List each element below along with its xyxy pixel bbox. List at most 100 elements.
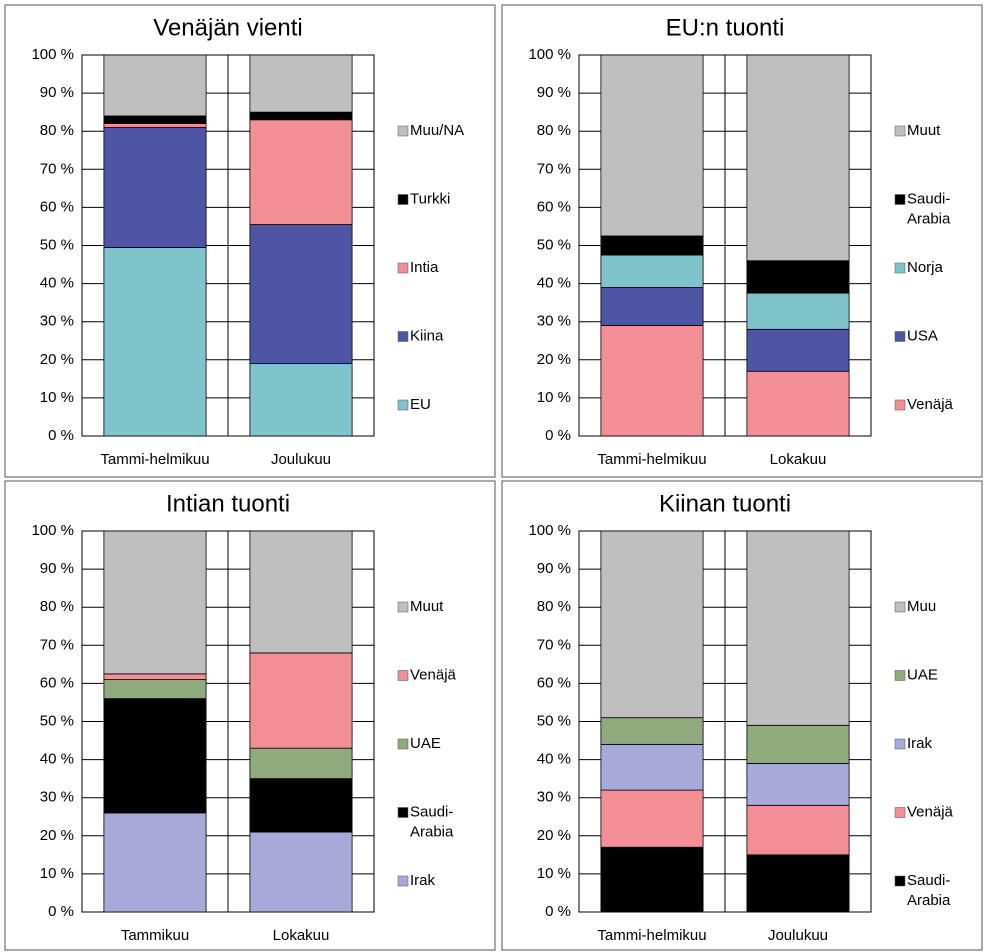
y-tick-label: 70 % (40, 160, 74, 177)
legend-swatch (894, 738, 906, 750)
y-tick-label: 50 % (537, 712, 571, 729)
y-tick-label: 70 % (537, 160, 571, 177)
bar-segment (249, 54, 353, 113)
bar-segment (600, 789, 704, 848)
legend-swatch (397, 807, 409, 818)
x-tick-label: Lokakuu (770, 451, 827, 468)
y-tick-label: 80 % (40, 122, 74, 139)
y-tick-label: 50 % (537, 236, 571, 253)
bar-segment (600, 254, 704, 288)
y-tick-label: 20 % (537, 351, 571, 368)
legend-label: Muut (907, 122, 941, 139)
x-tick-label: Lokakuu (273, 927, 330, 944)
bar-segment (600, 325, 704, 437)
bar-segment (746, 328, 850, 372)
bar-segment (249, 119, 353, 225)
legend-swatch (397, 399, 409, 411)
legend-label: UAE (907, 666, 938, 683)
y-tick-label: 60 % (40, 198, 74, 215)
bar-segment (103, 679, 207, 700)
y-tick-label: 40 % (40, 275, 74, 292)
bar-segment (746, 292, 850, 330)
bar-segment (746, 854, 850, 913)
y-tick-label: 30 % (537, 313, 571, 330)
y-tick-label: 100 % (528, 522, 571, 539)
y-tick-label: 30 % (537, 789, 571, 806)
legend-swatch (397, 670, 409, 681)
legend-swatch (397, 875, 409, 887)
y-tick-label: 30 % (40, 789, 74, 806)
y-tick-label: 40 % (40, 751, 74, 768)
legend-label: USA (907, 327, 938, 344)
x-tick-label: Tammi-helmikuu (100, 451, 209, 468)
legend-label: Saudi-Arabia (907, 190, 951, 227)
y-tick-label: 90 % (40, 560, 74, 577)
legend-label: Turkki (410, 190, 450, 207)
y-tick-label: 50 % (40, 712, 74, 729)
bar-segment (103, 812, 207, 913)
legend-swatch (894, 331, 906, 342)
x-tick-label: Joulukuu (271, 451, 331, 468)
bar-segment (746, 54, 850, 262)
legend-swatch (894, 670, 906, 681)
legend-swatch (894, 399, 906, 411)
legend-label: Venäjä (907, 396, 954, 413)
x-tick-label: Tammi-helmikuu (597, 927, 706, 944)
legend-swatch (894, 875, 906, 887)
plot-border (578, 530, 872, 913)
bar-segment (746, 763, 850, 806)
legend-swatch (894, 601, 906, 613)
panel-border (501, 480, 983, 951)
legend-swatch (894, 125, 906, 137)
legend-label: Irak (410, 872, 436, 889)
legend-swatch (894, 262, 906, 274)
bar-segment (249, 363, 353, 437)
y-tick-label: 30 % (40, 313, 74, 330)
plot-border (578, 54, 872, 437)
legend-swatch (397, 331, 409, 342)
chart-title: Intian tuonti (166, 490, 290, 517)
y-tick-label: 80 % (537, 122, 571, 139)
legend-label: Intia (410, 259, 439, 276)
panel-border (4, 480, 496, 951)
bar-segment (103, 115, 207, 124)
y-tick-label: 100 % (31, 522, 74, 539)
x-tick-label: Joulukuu (768, 927, 828, 944)
y-tick-label: 90 % (40, 84, 74, 101)
y-tick-label: 0 % (48, 427, 74, 444)
legend-swatch (397, 262, 409, 274)
legend-label: Kiina (410, 327, 444, 344)
chart-title: EU:n tuonti (666, 14, 785, 41)
bar-segment (103, 673, 207, 680)
y-tick-label: 40 % (537, 751, 571, 768)
y-tick-label: 80 % (537, 598, 571, 615)
legend-label: Venäjä (907, 803, 954, 820)
legend-label: Saudi-Arabia (907, 872, 951, 909)
bar-segment (600, 717, 704, 745)
y-tick-label: 20 % (40, 827, 74, 844)
panel-border (4, 4, 496, 478)
y-tick-label: 10 % (40, 865, 74, 882)
y-tick-label: 60 % (537, 674, 571, 691)
bar-segment (600, 235, 704, 256)
legend-label: Venäjä (410, 666, 457, 683)
y-tick-label: 80 % (40, 598, 74, 615)
bar-segment (746, 804, 850, 856)
chart-title: Kiinan tuonti (659, 490, 791, 517)
y-tick-label: 10 % (40, 389, 74, 406)
legend-label: Norja (907, 259, 944, 276)
panel-border (501, 4, 983, 478)
bar-segment (746, 530, 850, 726)
legend-label: Muu (907, 598, 936, 615)
bar-segment (103, 698, 207, 814)
legend-swatch (397, 601, 409, 613)
plot-border (81, 530, 375, 913)
y-tick-label: 50 % (40, 236, 74, 253)
legend-swatch (397, 125, 409, 137)
legend-label: Muu/NA (410, 122, 464, 139)
legend-swatch (894, 807, 906, 818)
bar-segment (746, 260, 850, 294)
bar-segment (746, 724, 850, 764)
legend-swatch (397, 194, 409, 205)
y-tick-label: 90 % (537, 560, 571, 577)
